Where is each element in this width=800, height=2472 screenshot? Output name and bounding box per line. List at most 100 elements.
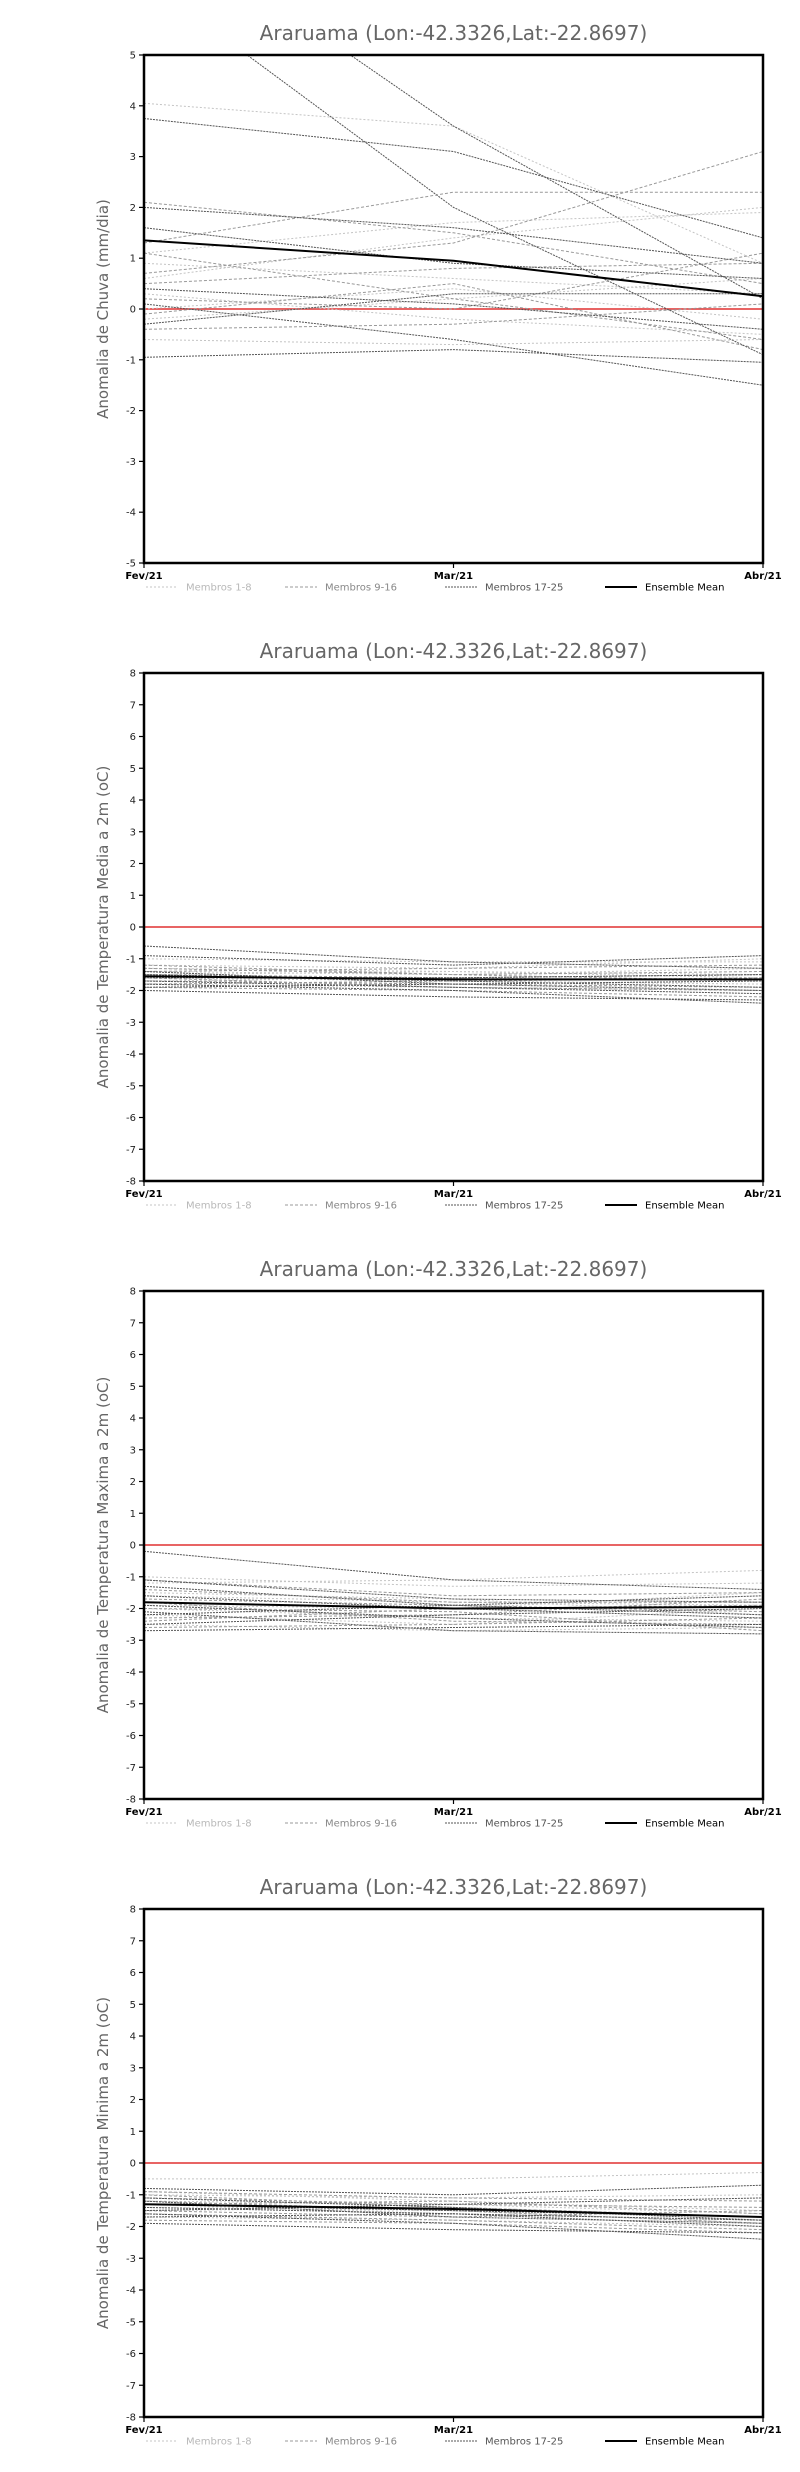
y-tick-label: -2 — [126, 2222, 136, 2233]
x-tick-label: Mar/21 — [434, 1807, 473, 1818]
y-tick-label: 6 — [130, 1968, 136, 1979]
member-line — [144, 2219, 763, 2234]
y-tick-label: -5 — [126, 1699, 136, 1710]
y-tick-label: -7 — [126, 1763, 136, 1774]
member-line — [144, 1611, 763, 1635]
member-line — [144, 2197, 763, 2221]
member-line — [144, 1595, 763, 1616]
x-tick-label: Mar/21 — [434, 1189, 473, 1200]
y-tick-label: 3 — [130, 152, 136, 163]
y-tick-label: 2 — [130, 1477, 136, 1488]
legend-label: Ensemble Mean — [645, 583, 724, 594]
y-tick-label: -1 — [126, 2190, 136, 2201]
member-line — [144, 2200, 763, 2224]
y-tick-label: -7 — [126, 2381, 136, 2392]
legend-label: Membros 1-8 — [186, 2437, 252, 2448]
y-tick-label: -6 — [126, 1113, 136, 1124]
y-tick-label: 8 — [130, 1287, 136, 1298]
member-line — [144, 2213, 763, 2231]
member-line — [144, 206, 763, 264]
legend-label: Membros 1-8 — [186, 1201, 252, 1212]
x-tick-label: Fev/21 — [125, 1807, 162, 1818]
legend-label: Membros 17-25 — [485, 2437, 563, 2448]
y-tick-label: -2 — [126, 1604, 136, 1615]
member-line — [144, 2222, 763, 2234]
y-tick-label: 7 — [130, 1318, 136, 1329]
y-tick-label: 6 — [130, 1350, 136, 1361]
y-tick-label: -1 — [126, 1572, 136, 1583]
x-tick-label: Abr/21 — [744, 1807, 781, 1818]
ensemble-mean-line — [144, 2203, 763, 2218]
y-tick-label: -4 — [126, 1050, 136, 1061]
y-tick-label: -8 — [126, 1795, 136, 1806]
y-tick-label: -4 — [126, 1668, 136, 1679]
member-line — [144, 955, 763, 966]
member-line — [144, 2191, 763, 2202]
member-line — [144, 1608, 763, 1625]
legend-label: Membros 1-8 — [186, 583, 252, 594]
member-line — [144, 970, 763, 979]
y-tick-label: 1 — [130, 2127, 136, 2138]
member-line — [144, 967, 763, 976]
y-tick-label: 5 — [130, 51, 136, 62]
y-tick-label: -1 — [126, 954, 136, 965]
series-group — [144, 945, 763, 1004]
member-line — [349, 55, 763, 300]
member-line — [144, 1598, 763, 1619]
x-tick-label: Mar/21 — [434, 571, 473, 582]
member-line — [144, 2172, 763, 2180]
member-line — [144, 980, 763, 988]
member-line — [144, 2213, 763, 2221]
member-line — [144, 2197, 763, 2212]
y-tick-label: 1 — [130, 254, 136, 265]
chart-title: Araruama (Lon:-42.3326,Lat:-22.8697) — [260, 639, 648, 663]
legend-label: Membros 9-16 — [325, 1819, 397, 1830]
y-tick-label: 5 — [130, 1382, 136, 1393]
x-tick-label: Fev/21 — [125, 1189, 162, 1200]
member-line — [144, 977, 763, 991]
member-line — [144, 252, 763, 340]
member-line — [144, 1608, 763, 1625]
ensemble-mean-line — [144, 975, 763, 981]
member-line — [144, 288, 763, 330]
y-tick-label: 2 — [130, 2095, 136, 2106]
x-tick-label: Mar/21 — [434, 2425, 473, 2436]
member-line — [144, 2213, 763, 2240]
legend: Membros 1-8 Membros 9-16 Membros 17-25 Ense… — [146, 583, 724, 594]
x-tick-label: Fev/21 — [125, 571, 162, 582]
member-line — [144, 1589, 763, 1603]
y-tick-label: -6 — [126, 2349, 136, 2360]
member-line — [144, 118, 763, 239]
y-axis-label: Anomalia de Chuva (mm/dia) — [94, 199, 112, 419]
y-tick-label: 5 — [130, 764, 136, 775]
legend-label: Ensemble Mean — [645, 1819, 724, 1830]
x-tick-label: Abr/21 — [744, 2425, 781, 2436]
y-tick-label: -7 — [126, 1145, 136, 1156]
y-tick-label: 8 — [130, 1905, 136, 1916]
y-tick-label: 1 — [130, 1509, 136, 1520]
y-tick-label: 5 — [130, 2000, 136, 2011]
member-line — [144, 1550, 763, 1590]
y-tick-label: 7 — [130, 1936, 136, 1947]
member-line — [144, 206, 763, 279]
y-tick-label: -4 — [126, 508, 136, 519]
member-line — [144, 201, 763, 285]
chart-title: Araruama (Lon:-42.3326,Lat:-22.8697) — [260, 1257, 648, 1281]
member-line — [144, 339, 763, 346]
member-line — [144, 191, 763, 244]
x-tick-label: Fev/21 — [125, 2425, 162, 2436]
member-line — [144, 974, 763, 979]
member-line — [144, 945, 763, 969]
y-tick-label: 1 — [130, 891, 136, 902]
y-tick-label: 6 — [130, 732, 136, 743]
member-line — [144, 1604, 763, 1622]
y-tick-label: 2 — [130, 859, 136, 870]
member-line — [144, 2184, 763, 2196]
member-line — [144, 1576, 763, 1587]
member-line — [144, 303, 763, 386]
y-tick-label: -2 — [126, 986, 136, 997]
legend-label: Membros 17-25 — [485, 583, 563, 594]
member-line — [144, 227, 763, 279]
y-tick-label: 8 — [130, 669, 136, 680]
member-line — [144, 2194, 763, 2199]
